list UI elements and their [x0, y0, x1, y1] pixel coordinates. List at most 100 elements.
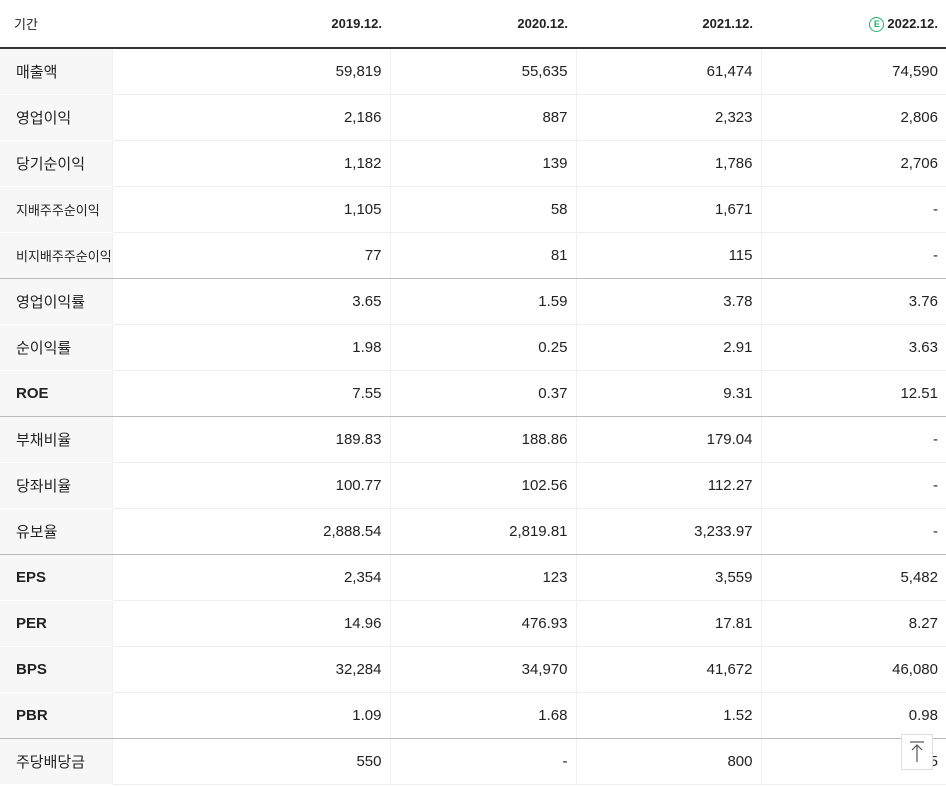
value-cell: - — [760, 232, 946, 279]
row-label: 유보율 — [0, 508, 112, 555]
value-cell: 550 — [111, 738, 390, 785]
table-row: ROE 7.55 0.37 9.31 12.51 — [0, 370, 946, 417]
row-label: 비지배주주순이익 — [0, 232, 112, 279]
row-label: 영업이익률 — [0, 278, 112, 325]
table-row: 비지배주주순이익 77 81 115- — [0, 232, 946, 279]
row-label: PER — [0, 600, 112, 647]
value-cell: 12.51 — [760, 370, 946, 417]
header-text: 2022.12. — [887, 15, 938, 31]
table-row: 영업이익률 3.65 1.59 3.78 3.76 — [0, 278, 946, 325]
value-cell: 179.04 — [575, 416, 761, 463]
value-cell: 17.81 — [575, 600, 761, 647]
row-label: 당좌비율 — [0, 462, 112, 509]
row-label: BPS — [0, 646, 112, 693]
table-row: PER 14.96 476.93 17.81 8.27 — [0, 600, 946, 647]
row-label: ROE — [0, 370, 112, 417]
header-text: 2020.12. — [517, 16, 568, 31]
header-cell: 2020.12. — [390, 0, 576, 49]
value-cell: 55,635 — [389, 48, 576, 95]
value-cell: 61,474 — [575, 48, 761, 95]
table-row: 순이익률 1.98 0.25 2.91 3.63 — [0, 324, 946, 371]
value-cell: 1.09 — [111, 692, 390, 739]
value-cell: 2,186 — [111, 94, 390, 141]
value-cell: 123 — [389, 554, 576, 601]
value-cell: 74,590 — [760, 48, 946, 95]
value-cell: - — [760, 186, 946, 233]
value-cell: 2.91 — [575, 324, 761, 371]
row-label: 지배주주순이익 — [0, 186, 112, 233]
value-cell: 3.65 — [111, 278, 390, 325]
table-body: 매출액 59,819 55,635 61,474 74,590 영업이익 2,186 887 2… — [0, 48, 946, 785]
header-text: 2021.12. — [702, 16, 753, 31]
value-cell: 41,672 — [575, 646, 761, 693]
value-cell: 0.37 — [389, 370, 576, 417]
table-row: 주당배당금 550-800 5 — [0, 738, 946, 785]
value-cell: 1,671 — [575, 186, 761, 233]
table-row: 당기순이익 1,182 139 1,786 2,706 — [0, 140, 946, 187]
value-cell: 2,819.81 — [389, 508, 576, 555]
value-cell: 112.27 — [575, 462, 761, 509]
row-label: 주당배당금 — [0, 738, 112, 785]
value-cell: 1.98 — [111, 324, 390, 371]
row-label: 매출액 — [0, 48, 112, 95]
value-cell: 0.25 — [389, 324, 576, 371]
value-cell: 100.77 — [111, 462, 390, 509]
value-cell: 8.27 — [760, 600, 946, 647]
value-cell: 139 — [389, 140, 576, 187]
table-row: 지배주주순이익 1,105 58 1,671- — [0, 186, 946, 233]
value-cell: 2,354 — [111, 554, 390, 601]
row-label: 순이익률 — [0, 324, 112, 371]
value-cell: 58 — [389, 186, 576, 233]
value-cell: 3,233.97 — [575, 508, 761, 555]
value-cell: 46,080 — [760, 646, 946, 693]
value-cell: - — [760, 462, 946, 509]
row-label: EPS — [0, 554, 112, 601]
value-cell: - — [389, 738, 576, 785]
header-text: 2019.12. — [331, 16, 382, 31]
value-cell: 81 — [389, 232, 576, 279]
table-row: 부채비율 189.83 188.86 179.04- — [0, 416, 946, 463]
value-cell: 102.56 — [389, 462, 576, 509]
table-row: 유보율 2,888.54 2,819.81 3,233.97- — [0, 508, 946, 555]
table-row: 당좌비율 100.77 102.56 112.27- — [0, 462, 946, 509]
value-cell: 887 — [389, 94, 576, 141]
value-cell: 32,284 — [111, 646, 390, 693]
table-row: 영업이익 2,186 887 2,323 2,806 — [0, 94, 946, 141]
value-cell: 1,786 — [575, 140, 761, 187]
value-cell: 1.52 — [575, 692, 761, 739]
value-cell: 188.86 — [389, 416, 576, 463]
value-cell: 1,105 — [111, 186, 390, 233]
value-cell: 800 — [575, 738, 761, 785]
arrow-up-icon — [910, 741, 924, 762]
value-cell: 3.76 — [760, 278, 946, 325]
estimate-mark: E — [869, 16, 885, 32]
scroll-top-button[interactable] — [901, 734, 933, 770]
value-cell: 1.59 — [389, 278, 576, 325]
value-cell: 9.31 — [575, 370, 761, 417]
value-cell: 3.78 — [575, 278, 761, 325]
table-row: EPS 2,354 123 3,559 5,482 — [0, 554, 946, 601]
row-label: PBR — [0, 692, 112, 739]
value-cell: 34,970 — [389, 646, 576, 693]
value-cell: - — [760, 416, 946, 463]
value-cell: 2,806 — [760, 94, 946, 141]
header-cell: 2021.12. — [576, 0, 761, 49]
value-cell: - — [760, 508, 946, 555]
header-row: 기간 2019.12. 2020.12. 2021.12. E 2022.12. — [0, 0, 946, 49]
table-row: BPS 32,284 34,970 41,672 46,080 — [0, 646, 946, 693]
row-label: 당기순이익 — [0, 140, 112, 187]
value-cell: 5,482 — [760, 554, 946, 601]
value-cell: 1,182 — [111, 140, 390, 187]
row-label: 영업이익 — [0, 94, 112, 141]
value-cell: 7.55 — [111, 370, 390, 417]
value-cell: 3.63 — [760, 324, 946, 371]
value-cell: 3,559 — [575, 554, 761, 601]
row-label: 부채비율 — [0, 416, 112, 463]
value-cell: 14.96 — [111, 600, 390, 647]
value-cell: 2,323 — [575, 94, 761, 141]
value-cell: 2,888.54 — [111, 508, 390, 555]
value-cell: 2,706 — [760, 140, 946, 187]
value-cell: 1.68 — [389, 692, 576, 739]
